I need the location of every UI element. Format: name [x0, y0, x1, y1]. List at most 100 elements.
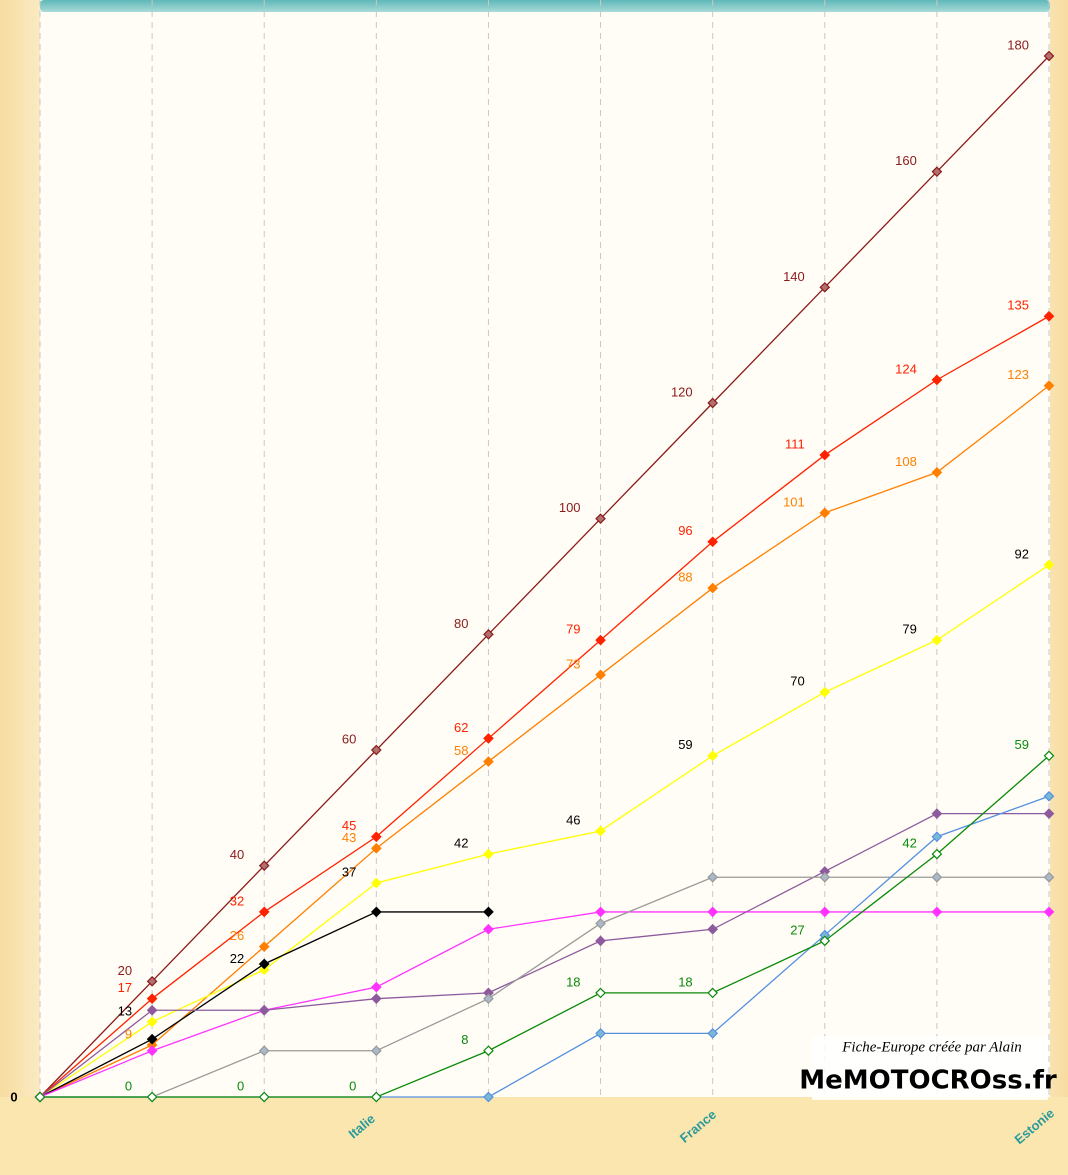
- plot-area: [40, 0, 1050, 1097]
- data-label: 73: [566, 656, 580, 671]
- data-label: 80: [454, 616, 468, 631]
- data-label: 27: [790, 922, 804, 937]
- top-bar: [40, 0, 1050, 12]
- point: [595, 634, 606, 646]
- data-label: 40: [230, 847, 244, 862]
- point: [595, 825, 606, 837]
- point: [146, 1045, 158, 1057]
- point: [258, 1045, 270, 1057]
- point: [819, 935, 831, 947]
- point: [931, 374, 943, 386]
- point: [595, 918, 606, 929]
- point: [819, 871, 831, 883]
- point: [483, 923, 494, 935]
- data-label: 18: [678, 974, 692, 989]
- data-label: 58: [454, 743, 468, 758]
- data-label: 45: [342, 818, 356, 833]
- point: [931, 808, 943, 819]
- data-label: 59: [678, 737, 692, 752]
- point: [1043, 310, 1055, 322]
- point: [146, 1004, 158, 1016]
- origin-label: 0: [10, 1089, 17, 1104]
- point: [595, 935, 606, 947]
- point: [707, 987, 719, 999]
- point: [370, 744, 382, 756]
- data-label: 42: [902, 836, 916, 851]
- point: [146, 1033, 158, 1045]
- point: [34, 1091, 46, 1103]
- point: [483, 906, 494, 918]
- brand: MeMOTOCROss.fr: [799, 1066, 1057, 1096]
- point: [819, 449, 831, 461]
- data-label: 120: [671, 384, 693, 399]
- data-label: 60: [342, 731, 356, 746]
- data-label: 9: [125, 1026, 132, 1041]
- series-line: [39, 812, 1049, 1098]
- data-label: 37: [342, 864, 356, 879]
- point: [1043, 50, 1055, 62]
- point: [483, 1091, 494, 1103]
- point: [483, 756, 494, 767]
- point: [819, 906, 831, 918]
- point: [931, 906, 943, 918]
- data-label: 108: [895, 454, 917, 469]
- data-label: 140: [783, 269, 805, 284]
- point: [1043, 559, 1055, 571]
- series-line: [39, 55, 1050, 1098]
- data-label: 46: [566, 812, 580, 827]
- point: [146, 1091, 158, 1103]
- point: [931, 467, 943, 478]
- point: [707, 582, 719, 594]
- data-label: 100: [559, 500, 581, 515]
- data-label: 13: [118, 1003, 132, 1018]
- point: [707, 750, 719, 762]
- data-label: 0: [237, 1078, 244, 1093]
- point: [595, 906, 606, 918]
- point: [931, 166, 943, 178]
- data-label: 111: [785, 436, 805, 451]
- point: [483, 733, 494, 744]
- point: [1043, 906, 1055, 918]
- point: [370, 831, 382, 843]
- point: [707, 397, 719, 409]
- point: [258, 958, 270, 970]
- point: [483, 1045, 494, 1057]
- point: [707, 536, 719, 548]
- point: [1043, 750, 1055, 762]
- data-label: 79: [566, 622, 580, 637]
- point: [707, 871, 719, 883]
- data-label: 123: [1007, 367, 1029, 382]
- point: [1043, 790, 1055, 802]
- series-line: [40, 876, 1049, 1098]
- point: [146, 1016, 158, 1028]
- point: [595, 669, 606, 681]
- point: [931, 871, 943, 883]
- data-label: 88: [678, 570, 692, 585]
- point: [1043, 871, 1055, 883]
- point: [483, 848, 494, 860]
- data-label: 79: [902, 622, 916, 637]
- point: [146, 993, 158, 1005]
- point: [483, 628, 494, 640]
- point: [931, 831, 943, 843]
- data-label: 0: [125, 1078, 132, 1093]
- point: [370, 906, 382, 918]
- point: [483, 993, 494, 1005]
- point: [370, 877, 382, 889]
- credit-box: [812, 1036, 1048, 1100]
- point: [370, 993, 382, 1005]
- data-label: 180: [1007, 37, 1029, 52]
- point: [819, 507, 831, 519]
- data-label: 0: [349, 1078, 356, 1093]
- point: [595, 987, 606, 999]
- data-label: 26: [230, 928, 244, 943]
- point: [595, 1028, 606, 1039]
- point: [258, 906, 270, 918]
- data-label: 32: [230, 893, 244, 908]
- point: [707, 906, 719, 918]
- point: [370, 842, 382, 854]
- point: [707, 923, 719, 935]
- point: [819, 686, 831, 698]
